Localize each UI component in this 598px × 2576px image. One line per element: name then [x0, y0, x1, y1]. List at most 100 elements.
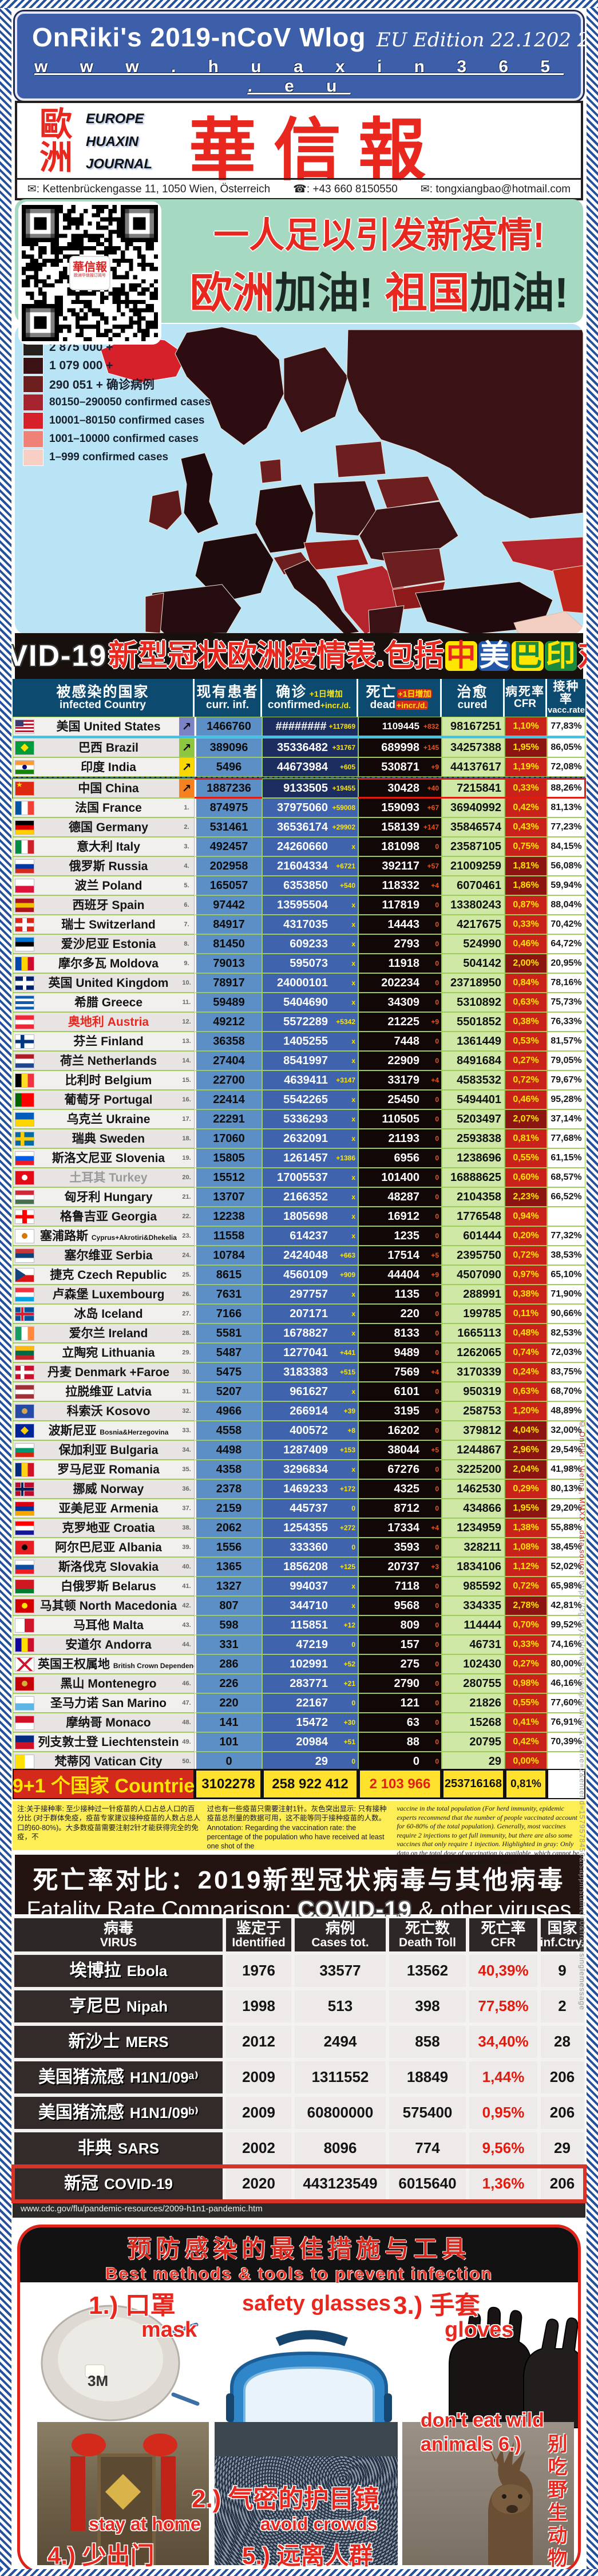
death-toll-cell: 398 [387, 1989, 468, 2024]
vaccination-rate-cell: 81,13% [547, 798, 585, 817]
prevention-title: 预防感染的最佳措施与工具 Best methods & tools to pre… [20, 2227, 578, 2283]
label-mask-en: mask [141, 2318, 197, 2342]
cured-cell: 3225200 [442, 1460, 505, 1479]
cfr-cell: 0,27% [505, 1654, 547, 1674]
cured-cell: 601444 [442, 1226, 505, 1246]
country-cell: 列支敦士登 Liechtenstein 49. [13, 1732, 195, 1752]
country-name: 塞浦路斯 Cyprus+Akrotiri&Dhekelia [40, 1229, 177, 1243]
rank-marker: 32. [182, 1408, 191, 1415]
note-zh-2: 过也有一些疫苗只需要注射1针。灰色突出显示: 只有接种疫苗总剂量的数据可用，这不… [207, 1805, 387, 1850]
col-header-confirmed: 确诊 +1日增加 confirmed+incr./d. [262, 679, 358, 717]
country-cell: 圣马力诺 San Marino 47. [13, 1693, 195, 1713]
country-row: 奥地利 Austria 12. 49212 5572289 +5342 21225 +9 55… [13, 1012, 585, 1032]
country-row: 瑞士 Switzerland 7. 84917 4317035 x 14443 0 42176… [13, 915, 585, 934]
fatality-header-row: 病毒 VIRUS 鉴定于 Identified 病例 Cases tot. 死亡数 De… [13, 1917, 585, 1953]
cfr-cell: 0,55% [505, 1693, 547, 1713]
country-cell: 科索沃 Kosovo 32. [13, 1401, 195, 1421]
rank-marker: 13. [182, 1038, 191, 1045]
cured-cell: 280755 [442, 1674, 505, 1693]
country-row: 爱尔兰 Ireland 28. 5581 1678827 x 8133 0 1665113 0,… [13, 1323, 585, 1343]
country-row: 捷克 Czech Republic 25. 8615 4560109 +909 44404… [13, 1265, 585, 1285]
rank-marker: 9. [184, 960, 189, 967]
cured-cell: 199785 [442, 1304, 505, 1323]
cfr-cell: 40,39% [468, 1953, 539, 1989]
cfr-cell: 1,86% [505, 876, 547, 895]
fatality-col-cfr: 死亡率 CFR [468, 1917, 539, 1953]
country-flag-icon [15, 740, 34, 755]
dead-cell: 11918 0 [358, 954, 442, 973]
cured-cell: 1834106 [442, 1557, 505, 1577]
current-infected-cell: 1887236 [195, 779, 262, 798]
country-cell: 印度 India ↗ [13, 757, 195, 777]
current-infected-cell: 15805 [195, 1148, 262, 1168]
country-cell: 奥地利 Austria 12. [13, 1012, 195, 1032]
vaccination-rate-cell: 65,10% [547, 1265, 585, 1285]
current-infected-cell: 1365 [195, 1557, 262, 1577]
contact-email[interactable]: ✉: tongxiangbao@hotmail.com [420, 183, 571, 195]
rank-marker: 6. [184, 902, 189, 908]
rank-marker: 19. [182, 1155, 191, 1161]
rank-marker: 8. [184, 941, 189, 947]
confirmed-cell: 24000101 x [262, 973, 358, 993]
confirmed-cell: 22167 0 [262, 1693, 358, 1713]
cfr-cell: 34,40% [468, 2024, 539, 2060]
vaccination-rate-cell: 90,66% [547, 1304, 585, 1323]
country-row: 列支敦士登 Liechtenstein 49. 101 20984 +51 88 0 2079… [13, 1732, 585, 1752]
cured-cell: 46731 [442, 1635, 505, 1654]
country-row: 马耳他 Malta 43. 598 115851 +12 809 0 114444 0,70% 9… [13, 1615, 585, 1635]
legend-swatch [23, 430, 43, 448]
rank-marker: 3. [184, 843, 189, 850]
vaccination-rate-cell: 84,15% [547, 837, 585, 856]
rank-marker: 29. [182, 1349, 191, 1356]
country-flag-icon [15, 1034, 34, 1049]
current-infected-cell: 2062 [195, 1518, 262, 1538]
country-name: 芬兰 Finland [73, 1034, 144, 1048]
confirmed-cell: 297757 x [262, 1285, 358, 1304]
cured-cell: 7215841 [442, 779, 505, 798]
dead-cell: 88 0 [358, 1732, 442, 1752]
dead-cell: 67276 0 [358, 1460, 442, 1479]
country-flag-icon [15, 1287, 34, 1302]
site-url-link[interactable]: w w w . h u a x i n 3 6 5 . e u [34, 57, 564, 96]
masthead-subtitle-en: EUROPE HUAXIN JOURNAL [86, 111, 153, 172]
country-flag-icon [15, 1170, 34, 1185]
country-name: 葡萄牙 Portugal [64, 1093, 153, 1107]
legend-swatch [23, 376, 43, 393]
cured-cell: 13380243 [442, 895, 505, 915]
top-border-pattern [0, 0, 598, 8]
cfr-cell: 1,81% [505, 856, 547, 876]
country-name: 中国 China [78, 781, 139, 795]
country-cell: 梵蒂冈 Vatican City 50. [13, 1752, 195, 1771]
qr-code[interactable]: 華信報 欧洲华信报订阅号 [18, 202, 161, 345]
cfr-cell: 0,46% [505, 934, 547, 954]
legend-label: 10001–80150 confirmed cases [49, 414, 205, 426]
prevention-title-zh: 预防感染的最佳措施与工具 [127, 2235, 471, 2262]
country-flag-icon [15, 1462, 34, 1477]
dead-cell: 809 0 [358, 1615, 442, 1635]
country-name: 乌克兰 Ukraine [66, 1112, 151, 1126]
vaccination-rate-cell: 61,15% [547, 1148, 585, 1168]
data-source-url: https://3g.dxy.cn/newh5/view/pneumonia?s… [578, 1581, 587, 2010]
cured-cell: 21826 [442, 1693, 505, 1713]
country-cell: 乌克兰 Ukraine 17. [13, 1109, 195, 1129]
country-row: 土耳其 Turkey 20. 15512 17005537 x 101400 0 168886… [13, 1168, 585, 1187]
country-name: 波兰 Poland [74, 879, 142, 892]
country-cell: 摩尔多瓦 Moldova 9. [13, 954, 195, 973]
country-name: 保加利亚 Bulgaria [58, 1443, 159, 1457]
cfr-cell: 0,38% [505, 1012, 547, 1032]
country-flag-icon [15, 1559, 34, 1574]
country-name: 法国 France [75, 801, 142, 815]
country-row: 阿尔巴尼亚 Albania 39. 1556 333360 0 3593 0 328211 1,… [13, 1538, 585, 1557]
vaccination-rate-cell: 71,90% [547, 1285, 585, 1304]
cured-cell: 1238696 [442, 1148, 505, 1168]
current-infected-cell: 22414 [195, 1090, 262, 1109]
dead-cell: 48287 0 [358, 1187, 442, 1207]
country-row: 保加利亚 Bulgaria 34. 4498 1287409 +153 38044 +5 12… [13, 1440, 585, 1460]
vaccination-rate-cell: 88,04% [547, 895, 585, 915]
edition-date: EU Edition 22.1202 21.12/ CET [376, 29, 598, 52]
country-flag-icon [15, 1754, 34, 1769]
rank-marker: 28. [182, 1330, 191, 1337]
current-infected-cell: 1327 [195, 1577, 262, 1596]
cases-cell: 1311552 [293, 2060, 387, 2095]
cured-cell: 288991 [442, 1285, 505, 1304]
